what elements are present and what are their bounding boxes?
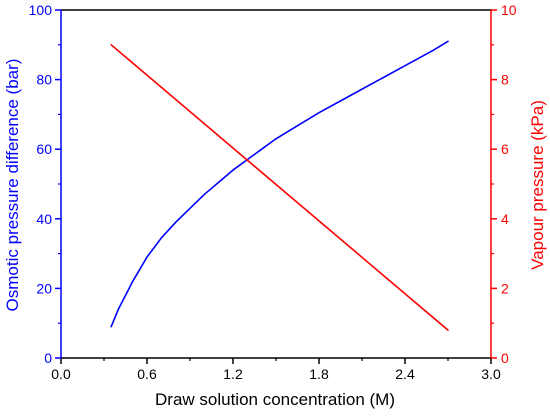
y-right-tick-label: 10	[501, 2, 517, 18]
osmotic-pressure-line	[110, 40, 449, 328]
x-tick-label: 0.6	[137, 366, 157, 382]
y-right-tick-label: 0	[501, 350, 509, 366]
x-axis: 0.0 0.6 1.2 1.8 2.4 3.0	[51, 358, 501, 382]
y-right-tick-label: 4	[501, 211, 509, 227]
x-tick-label: 2.4	[395, 366, 415, 382]
y-right-tick-label: 8	[501, 72, 509, 88]
series-layer	[110, 40, 449, 331]
x-tick-label: 1.2	[223, 366, 243, 382]
x-axis-label: Draw solution concentration (M)	[155, 390, 395, 409]
y-right-tick-label: 2	[501, 280, 509, 296]
y-left-tick-label: 100	[29, 2, 53, 18]
y-right-axis: 0 2 4 6 8 10	[491, 2, 517, 366]
x-tick-label: 3.0	[481, 366, 501, 382]
y-left-tick-label: 0	[44, 350, 52, 366]
y-left-tick-label: 40	[36, 211, 52, 227]
y-right-tick-label: 6	[501, 141, 509, 157]
vapour-pressure-line	[110, 43, 449, 331]
x-tick-label: 0.0	[51, 366, 71, 382]
y-left-tick-label: 20	[36, 280, 52, 296]
y-left-tick-label: 80	[36, 72, 52, 88]
y-left-axis-label: Osmotic pressure difference (bar)	[3, 59, 22, 312]
x-tick-label: 1.8	[309, 366, 329, 382]
y-right-axis-label: Vapour pressure (kPa)	[528, 100, 547, 270]
y-left-axis: 0 20 40 60 80 100	[29, 2, 61, 366]
y-left-tick-label: 60	[36, 141, 52, 157]
